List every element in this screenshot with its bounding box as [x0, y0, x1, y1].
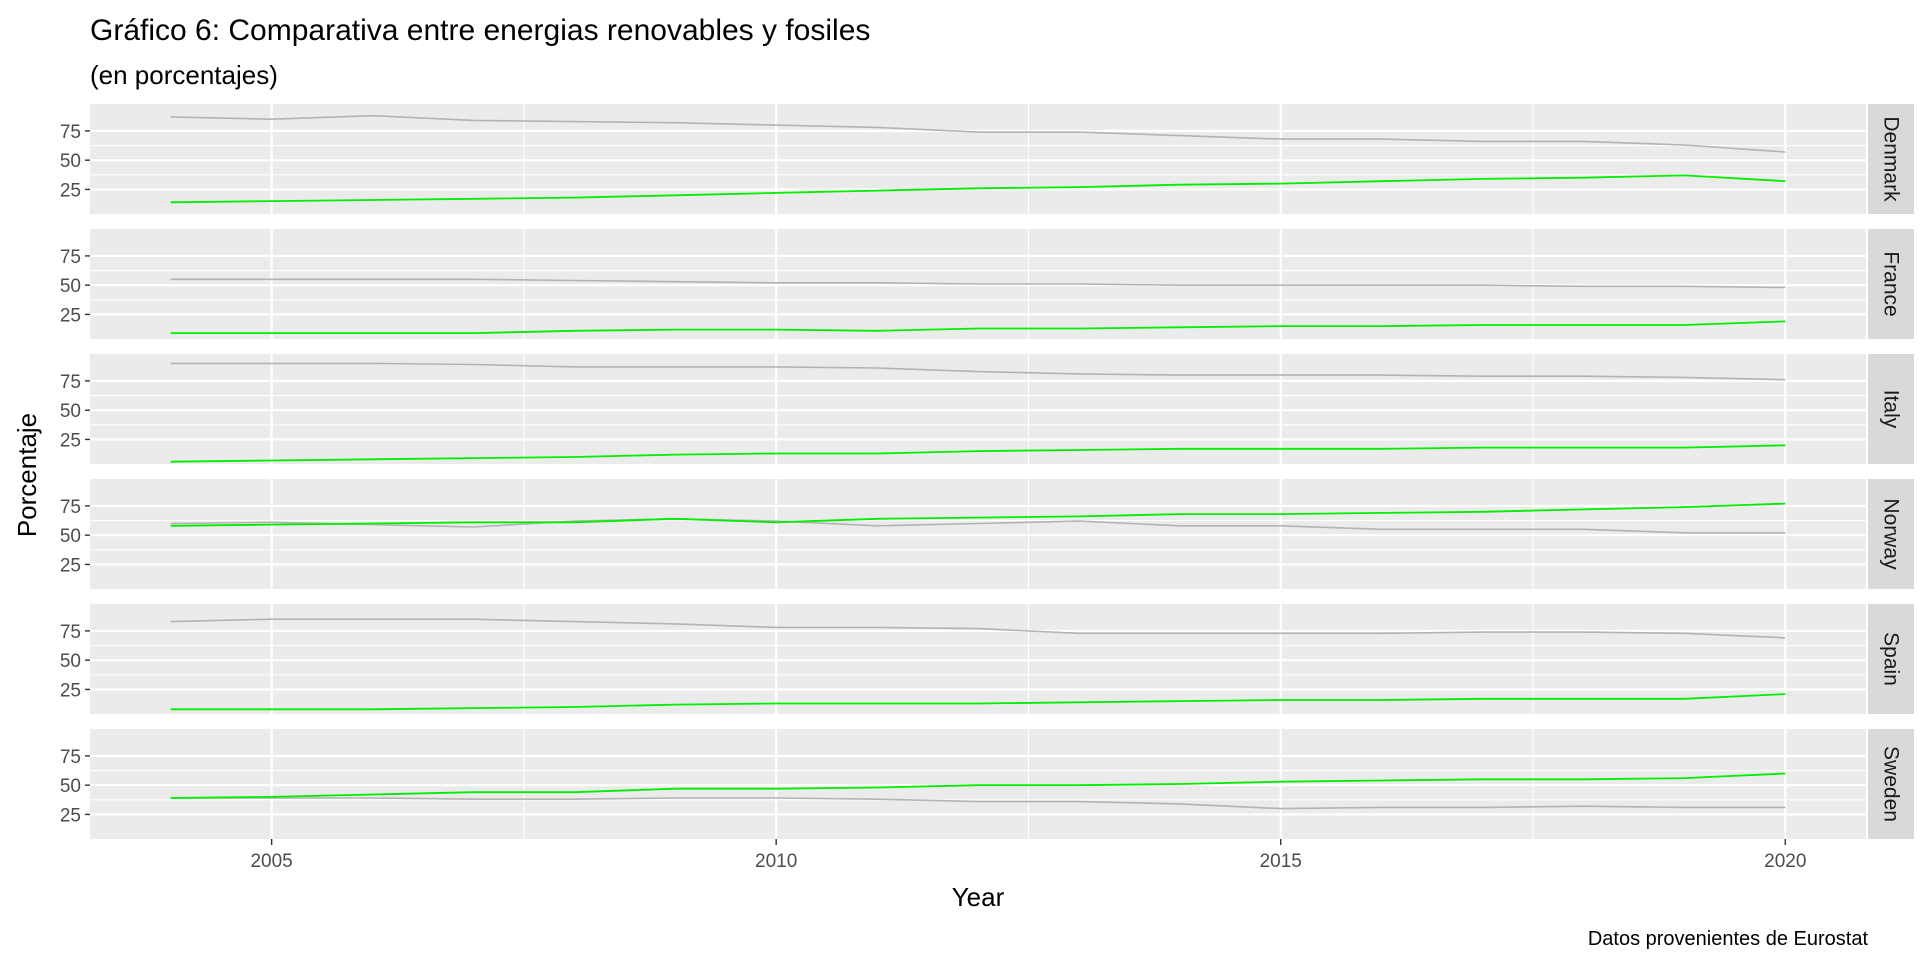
- x-axis-title: Year: [952, 882, 1005, 912]
- y-tick-label: 75: [60, 497, 81, 518]
- y-tick-label: 25: [60, 680, 81, 701]
- x-axis: 2005 2010 2015 2020: [250, 839, 1806, 872]
- chart-title: Gráfico 6: Comparativa entre energias re…: [90, 14, 870, 47]
- panel-background: [90, 729, 1866, 839]
- y-tick-label: 25: [60, 305, 81, 326]
- facet-strip-label: Italy: [1880, 390, 1903, 429]
- renewables-line: [170, 772, 1786, 799]
- y-tick-label: 75: [60, 747, 81, 768]
- y-tick-label: 75: [60, 247, 81, 268]
- renewables-line: [170, 502, 1786, 527]
- facet-strip-label: France: [1880, 251, 1903, 316]
- facet-panel-italy: 25 50 75 Italy: [60, 354, 1914, 464]
- renewables-line: [170, 444, 1786, 463]
- facet-strip: [1868, 354, 1914, 464]
- panel-background: [90, 104, 1866, 214]
- y-axis-title: Porcentaje: [12, 413, 42, 537]
- renewables-line: [170, 174, 1786, 204]
- facet-panel-denmark: 25 50 75 Denmark: [60, 104, 1914, 214]
- facet-strip: [1868, 229, 1914, 339]
- y-tick-label: 25: [60, 430, 81, 451]
- fossil-line: [170, 797, 1786, 810]
- facet-strip: [1868, 479, 1914, 589]
- facet-strip: [1868, 104, 1914, 214]
- x-tick-label: 2020: [1764, 851, 1806, 872]
- facet-strip-label: Sweden: [1880, 746, 1903, 822]
- x-tick-label: 2015: [1260, 851, 1302, 872]
- facet-panel-spain: 25 50 75 Spain: [60, 604, 1914, 714]
- x-tick-label: 2010: [755, 851, 797, 872]
- y-tick-label: 25: [60, 805, 81, 826]
- y-tick-label: 25: [60, 180, 81, 201]
- y-tick-label: 50: [60, 526, 81, 547]
- y-tick-label: 75: [60, 622, 81, 643]
- renewables-line: [170, 693, 1786, 711]
- panel-background: [90, 604, 1866, 714]
- facet-panel-france: 25 50 75 France: [60, 229, 1914, 339]
- facet-strip-label: Spain: [1880, 632, 1903, 686]
- y-tick-label: 25: [60, 555, 81, 576]
- y-tick-label: 50: [60, 151, 81, 172]
- panel-background: [90, 479, 1866, 589]
- fossil-line: [170, 362, 1786, 381]
- x-tick-label: 2005: [250, 851, 292, 872]
- y-tick-label: 75: [60, 122, 81, 143]
- y-tick-label: 50: [60, 651, 81, 672]
- chart-caption: Datos provenientes de Eurostat: [1588, 928, 1869, 950]
- fossil-line: [170, 618, 1786, 639]
- facet-strip: [1868, 604, 1914, 714]
- facet-panel-norway: 25 50 75 Norway: [60, 479, 1914, 589]
- facet-panel-sweden: 25 50 75 Sweden: [60, 729, 1914, 839]
- y-tick-label: 50: [60, 276, 81, 297]
- facet-panels: 25 50 75 Denmark 25 50 75 France 25 50 75 Italy 25 50…: [60, 104, 1914, 839]
- facet-strip: [1868, 729, 1914, 839]
- y-tick-label: 50: [60, 401, 81, 422]
- facet-strip-label: Denmark: [1880, 116, 1903, 202]
- facet-strip-label: Norway: [1880, 498, 1903, 570]
- renewables-line: [170, 320, 1786, 335]
- fossil-line: [170, 517, 1786, 534]
- y-tick-label: 75: [60, 372, 81, 393]
- chart-subtitle: (en porcentajes): [90, 60, 278, 90]
- fossil-line: [170, 278, 1786, 289]
- fossil-line: [170, 114, 1786, 153]
- y-tick-label: 50: [60, 776, 81, 797]
